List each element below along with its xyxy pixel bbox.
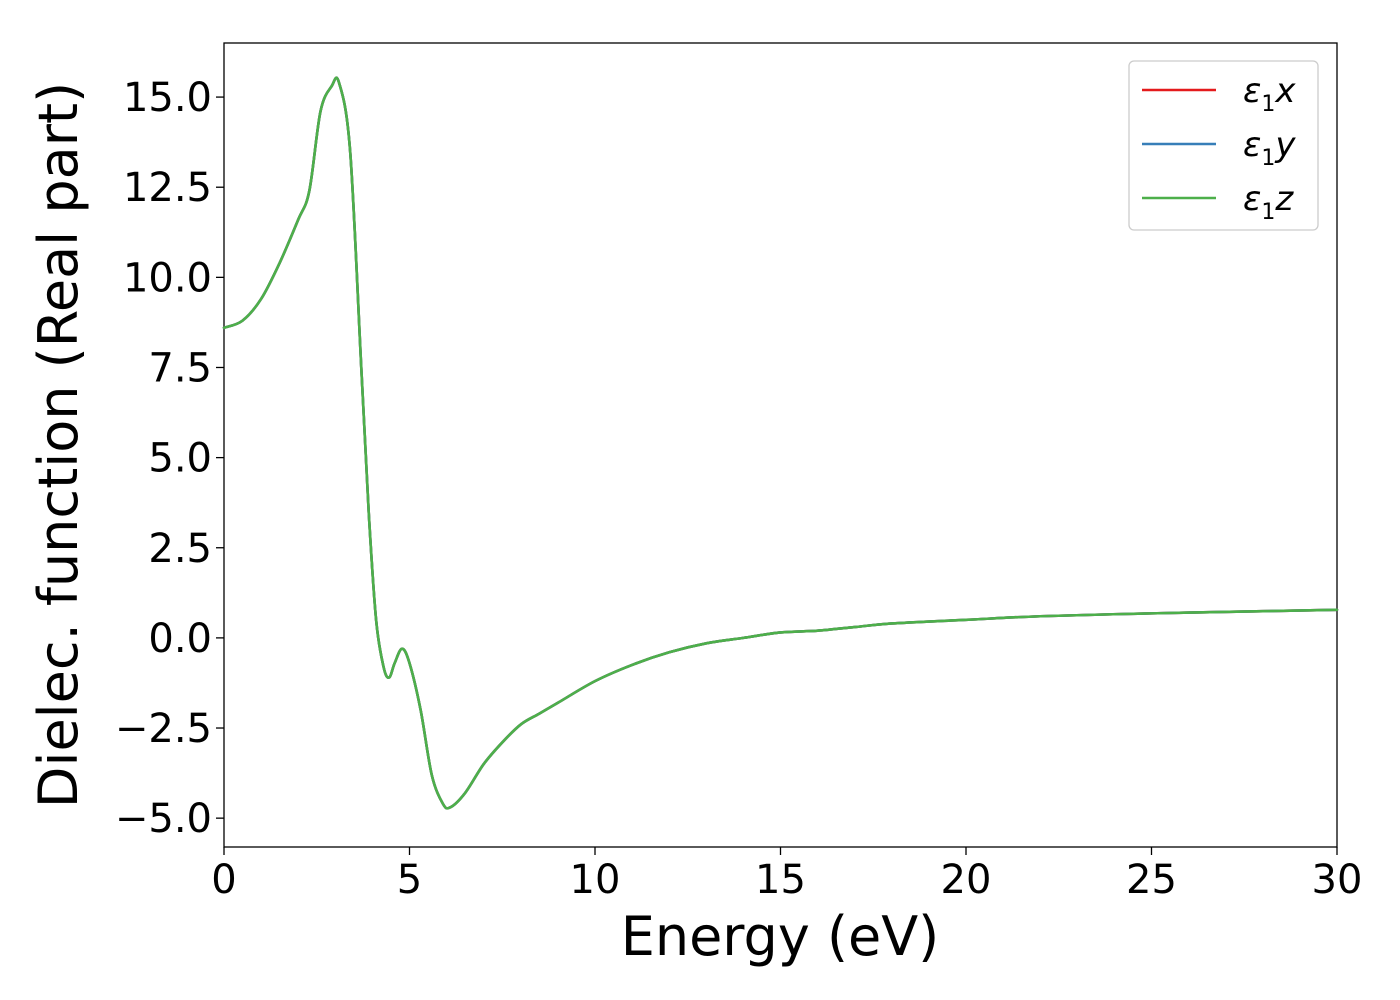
x-axis: 0 5 10 15 20 25 30 — [211, 847, 1362, 903]
legend-label-z: ε1z — [1243, 179, 1294, 225]
y-tick-label: 5.0 — [148, 436, 212, 482]
y-tick-label: 0.0 — [148, 616, 212, 662]
y-tick-label: −2.5 — [115, 706, 212, 752]
series-group — [222, 76, 1339, 810]
x-tick-label: 30 — [1312, 857, 1363, 903]
legend: ε1x ε1y ε1z — [1128, 60, 1319, 231]
x-tick-label: 25 — [1126, 857, 1177, 903]
y-tick-label: 2.5 — [148, 526, 212, 572]
x-tick-label: 15 — [755, 857, 806, 903]
legend-label-x: ε1x — [1243, 71, 1296, 117]
x-axis-label: Energy (eV) — [621, 905, 940, 968]
y-tick-label: 15.0 — [123, 75, 212, 121]
x-tick-label: 5 — [397, 857, 422, 903]
legend-box — [1128, 60, 1319, 231]
y-tick-label: 12.5 — [123, 165, 212, 211]
y-tick-label: 7.5 — [148, 345, 212, 391]
y-axis: −5.0 −2.5 0.0 2.5 5.0 7.5 10.0 12.5 15.0 — [115, 75, 224, 842]
x-tick-label: 0 — [211, 857, 236, 903]
x-tick-label: 10 — [570, 857, 621, 903]
legend-label-y: ε1y — [1243, 125, 1296, 171]
y-tick-label: −5.0 — [115, 796, 212, 842]
series-line-z — [222, 76, 1339, 810]
x-tick-label: 20 — [941, 857, 992, 903]
y-axis-label: Dielec. function (Real part) — [27, 82, 90, 808]
y-tick-label: 10.0 — [123, 255, 212, 301]
